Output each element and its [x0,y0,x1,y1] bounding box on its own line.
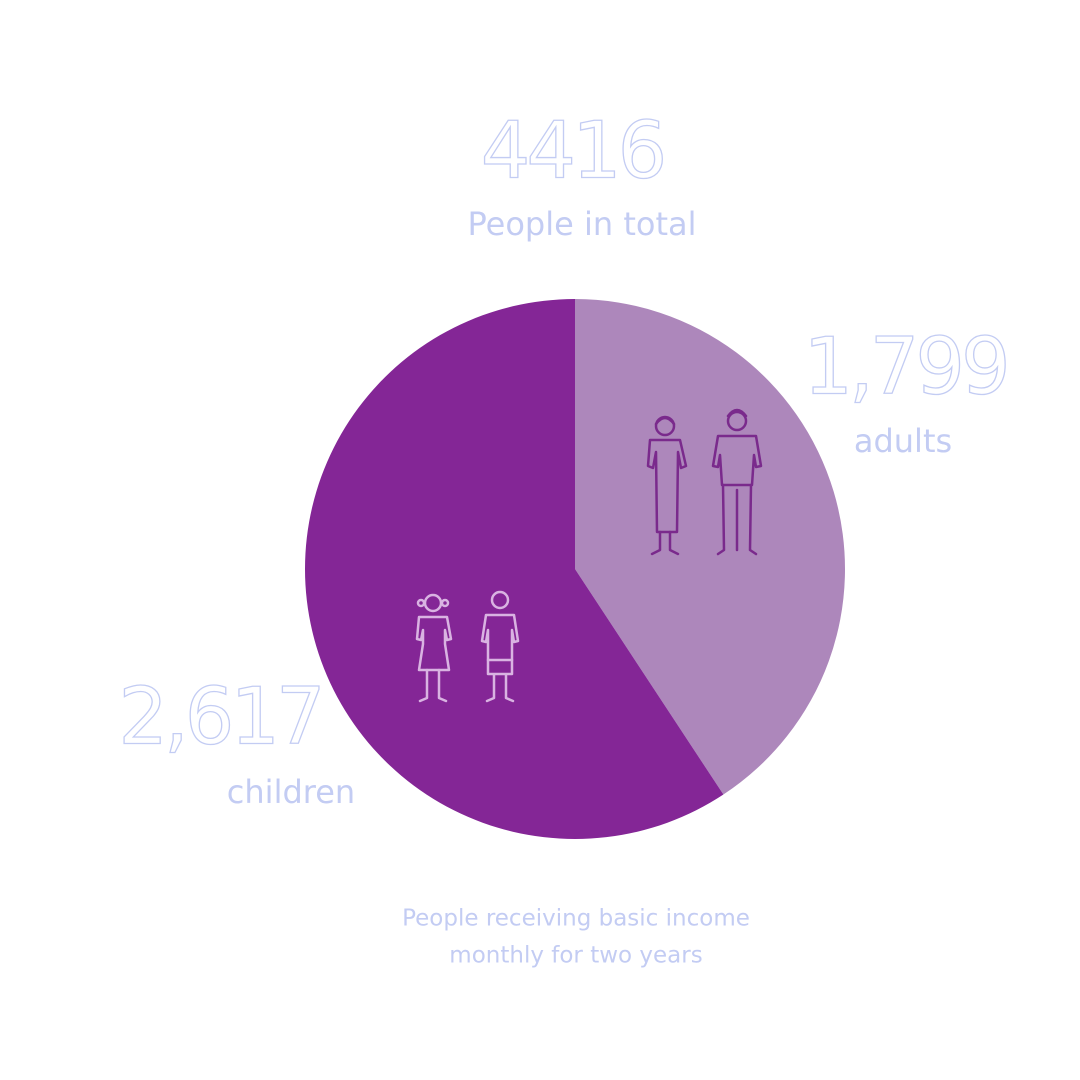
pie-slice [575,299,845,795]
caption: People receiving basic income [402,906,750,932]
child-icons [415,590,520,703]
slice-value-label: 2,617 [118,672,321,762]
slice-value-label: 1,799 [803,322,1006,412]
caption: monthly for two years [449,943,702,969]
pie [304,299,845,839]
adult-icons [646,408,763,556]
slice-label: children [227,773,355,811]
total-value: 4416 [481,106,664,196]
slice-label: adults [854,422,952,460]
pie-slice [304,299,724,839]
total-label: People in total [468,205,697,243]
